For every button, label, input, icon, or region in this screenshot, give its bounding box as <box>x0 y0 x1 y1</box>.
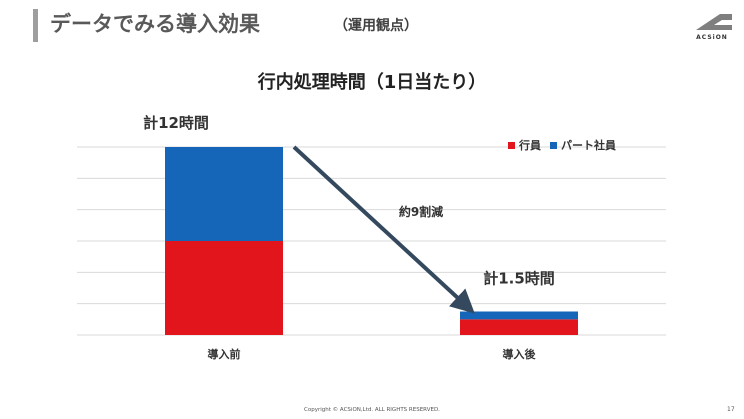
legend-swatch-series-2 <box>550 141 557 149</box>
bar-1-cat-1 <box>165 241 283 335</box>
bar-2-cat-2 <box>460 311 578 320</box>
legend-item-series-1: 行員 <box>508 137 541 153</box>
chart-title: 行内処理時間（1日当たり） <box>257 72 487 93</box>
legend-item-series-2: パート社員 <box>550 137 616 153</box>
title-accent-bar <box>33 9 38 42</box>
legend-label-series-1: 行員 <box>519 139 541 152</box>
x-tick-label: 導入後 <box>503 347 537 361</box>
copyright-footer: Copyright © ACSiON,Ltd. ALL RIGHTS RESER… <box>304 407 440 413</box>
company-logo: ACSiON <box>688 10 736 44</box>
bar-1-cat-2 <box>460 319 578 335</box>
page-number: 17 <box>727 406 735 413</box>
chart-legend: 行員 パート社員 <box>508 137 625 153</box>
legend-label-series-2: パート社員 <box>561 139 616 152</box>
slide-title: データでみる導入効果 <box>50 12 260 36</box>
total-after-label: 計1.5時間 <box>483 270 555 288</box>
bars <box>165 147 578 335</box>
logo-text: ACSiON <box>696 34 728 41</box>
slide-subtitle: （運用観点） <box>334 18 418 34</box>
reduction-arrow <box>292 145 475 314</box>
total-before-label: 計12時間 <box>143 114 209 132</box>
x-tick-label: 導入前 <box>208 347 241 361</box>
logo-mark-icon <box>696 14 732 30</box>
bar-2-cat-1 <box>165 147 283 241</box>
legend-swatch-series-1 <box>508 141 515 149</box>
reduction-label: 約9割減 <box>399 204 443 219</box>
